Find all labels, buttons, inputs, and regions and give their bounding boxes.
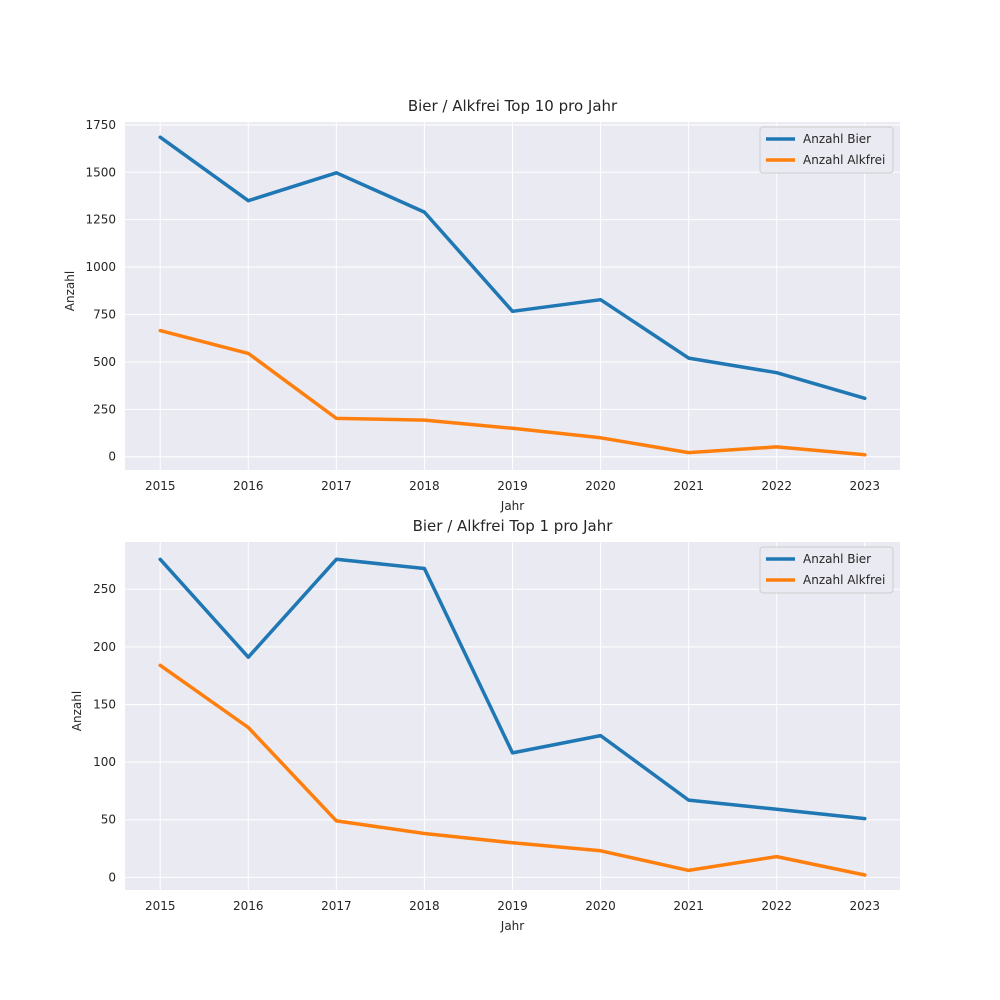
chart1-y-tick-label: 1500 <box>85 165 116 179</box>
chart2-x-tick-label: 2019 <box>497 899 528 913</box>
chart2-series-line-alkfrei <box>158 663 867 877</box>
chart2-legend-label: Anzahl Bier <box>803 552 871 566</box>
chart1-y-tick-label: 500 <box>93 355 116 369</box>
chart1-x-tick-label: 2017 <box>321 479 352 493</box>
chart1-legend-label: Anzahl Bier <box>803 132 871 146</box>
chart2-y-tick-label: 200 <box>93 640 116 654</box>
chart1-x-tick-label: 2022 <box>761 479 792 493</box>
chart1-x-tick-label: 2019 <box>497 479 528 493</box>
chart2-y-tick-label: 0 <box>108 870 116 884</box>
chart2-x-tick-label: 2017 <box>321 899 352 913</box>
chart1-y-tick-label: 750 <box>93 307 116 321</box>
chart1-y-tick-label: 1750 <box>85 118 116 132</box>
chart1-y-axis-label: Anzahl <box>63 271 77 311</box>
chart2-x-tick-label: 2021 <box>673 899 704 913</box>
chart1-y-tick-label: 1250 <box>85 213 116 227</box>
chart1: 2015 2016 2017 2018 2019 2020 2021 2022 2023 0 250… <box>63 97 900 513</box>
chart2-legend: Anzahl Bier Anzahl Alkfrei <box>759 546 894 594</box>
chart2-y-tick-label: 50 <box>101 813 116 827</box>
chart1-legend: Anzahl Bier Anzahl Alkfrei <box>759 126 894 174</box>
chart2-y-tick-label: 100 <box>93 755 116 769</box>
chart1-series-line-bier <box>158 135 867 401</box>
chart2-x-tick-label: 2023 <box>849 899 880 913</box>
chart2-x-tick-label: 2018 <box>409 899 440 913</box>
chart2-x-tick-label: 2020 <box>585 899 616 913</box>
chart2: 2015 2016 2017 2018 2019 2020 2021 2022 2023 0 50 1… <box>70 517 900 933</box>
chart1-x-axis-label: Jahr <box>500 499 524 513</box>
chart1-series-line-alkfrei <box>158 328 867 457</box>
chart1-y-tick-label: 0 <box>108 450 116 464</box>
chart2-x-tick-label: 2015 <box>145 899 176 913</box>
chart1-title: Bier / Alkfrei Top 10 pro Jahr <box>408 97 618 115</box>
chart2-x-tick-label: 2022 <box>761 899 792 913</box>
chart2-series-line-bier <box>158 557 867 821</box>
chart2-legend-label: Anzahl Alkfrei <box>803 573 885 587</box>
chart2-x-axis-label: Jahr <box>500 919 524 933</box>
chart2-title: Bier / Alkfrei Top 1 pro Jahr <box>413 517 614 535</box>
chart1-y-tick-label: 1000 <box>85 260 116 274</box>
chart1-legend-label: Anzahl Alkfrei <box>803 153 885 167</box>
chart1-x-tick-label: 2016 <box>233 479 264 493</box>
chart2-y-tick-label: 150 <box>93 697 116 711</box>
chart1-y-tick-label: 250 <box>93 402 116 416</box>
chart2-y-tick-label: 250 <box>93 582 116 596</box>
chart1-x-tick-label: 2018 <box>409 479 440 493</box>
chart1-x-tick-label: 2020 <box>585 479 616 493</box>
chart1-x-tick-label: 2021 <box>673 479 704 493</box>
chart2-y-axis-label: Anzahl <box>70 691 84 731</box>
chart2-x-tick-label: 2016 <box>233 899 264 913</box>
chart1-x-tick-label: 2023 <box>849 479 880 493</box>
chart1-x-tick-label: 2015 <box>145 479 176 493</box>
